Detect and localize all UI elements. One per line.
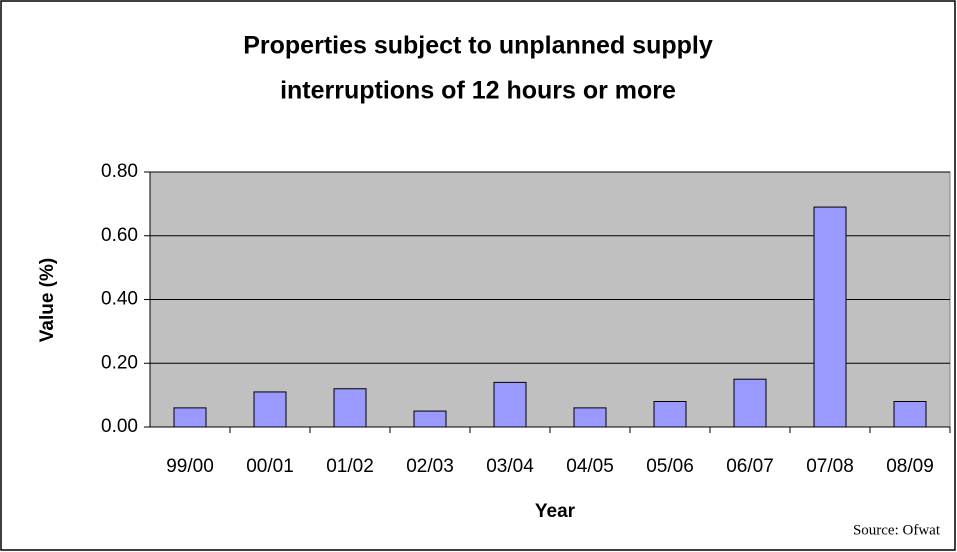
y-tick-label: 0.00 [101,416,138,437]
x-tick-label: 06/07 [726,456,774,477]
x-axis-label: Year [535,501,576,522]
x-tick-label: 05/06 [646,456,694,477]
bar [573,407,607,428]
x-tick-label: 02/03 [406,456,454,477]
x-tick-label: 04/05 [566,456,614,477]
y-tick-label: 0.60 [101,225,138,246]
bar [173,407,207,428]
bar [333,388,367,428]
source-note: Source: Ofwat [853,522,941,538]
x-tick-label: 03/04 [486,456,534,477]
x-tick-label: 99/00 [166,456,214,477]
x-tick-label: 00/01 [246,456,294,477]
chart-title: interruptions of 12 hours or more [280,77,676,105]
bar [253,391,287,428]
y-tick-label: 0.20 [101,352,138,373]
bar [893,401,927,428]
x-tick-label: 07/08 [806,456,854,477]
bar [733,378,767,428]
y-tick-label: 0.40 [101,289,138,310]
x-tick-label: 01/02 [326,456,374,477]
chart-title: Properties subject to unplanned supply [243,32,713,60]
x-tick-label: 08/09 [886,456,934,477]
bar [653,401,687,428]
y-tick-label: 0.80 [101,161,138,182]
bar [813,206,847,428]
y-axis-label: Value (%) [37,258,58,342]
bar [493,381,527,428]
bar [413,410,447,428]
